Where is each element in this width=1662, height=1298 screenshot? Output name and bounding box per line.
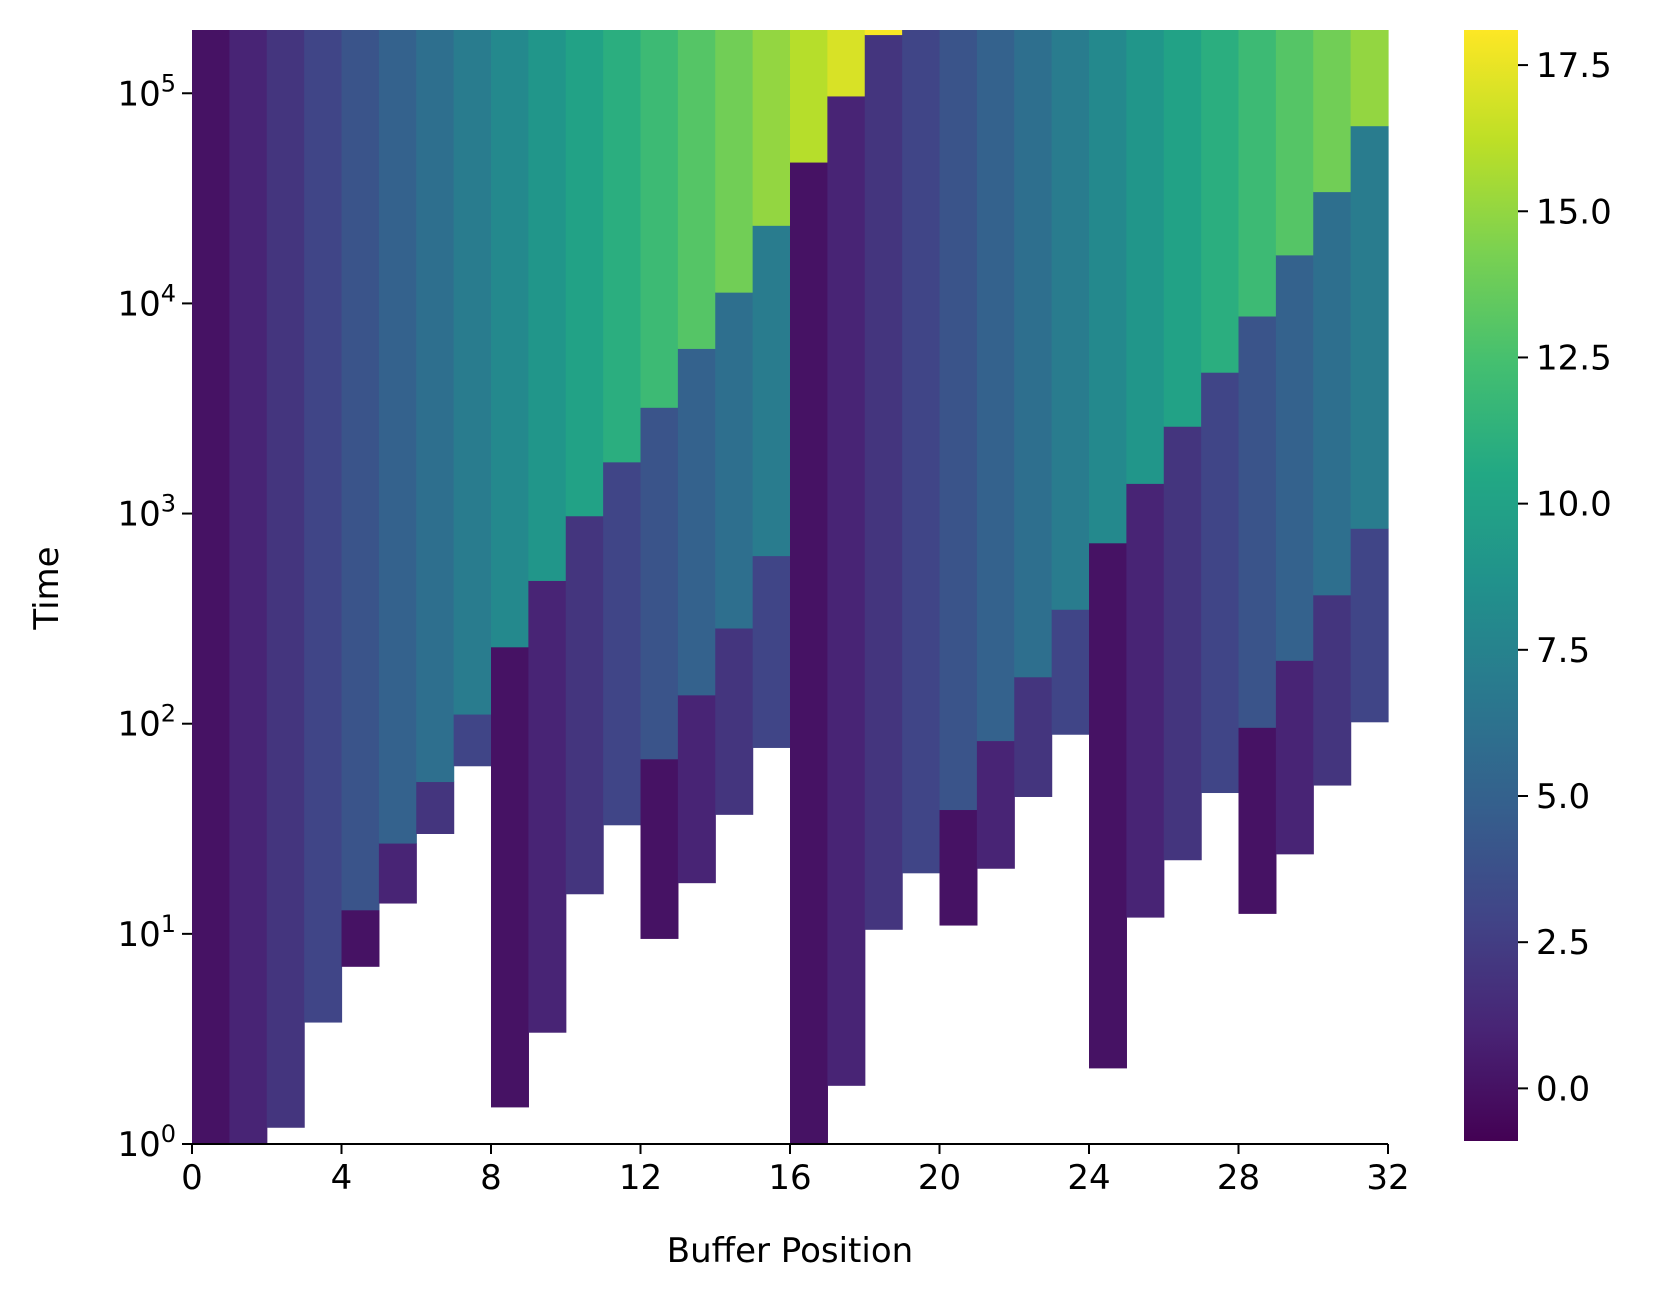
heatmap-cell: [1089, 542, 1127, 1069]
x-axis-label: Buffer Position: [667, 1231, 913, 1271]
heatmap-cell: [378, 843, 417, 904]
colorbar-scale: [1464, 30, 1518, 1141]
heatmap-cell: [640, 30, 679, 408]
colorbar-tick-label: 15.0: [1536, 192, 1612, 232]
heatmap-cell: [790, 162, 828, 1145]
heatmap-cell: [528, 30, 567, 581]
y-axis: 100 101 102 103 104 105: [117, 69, 192, 1165]
heatmap-cell: [1275, 660, 1314, 855]
y-tick-label: 100: [117, 1120, 176, 1165]
heatmap-cell: [416, 30, 455, 783]
y-tick-label: 101: [117, 910, 176, 955]
heatmap-cell: [864, 30, 903, 36]
x-tick-label: 8: [480, 1158, 502, 1198]
x-tick-label: 12: [619, 1158, 662, 1198]
heatmap-cell: [939, 809, 978, 926]
heatmap-cell: [752, 225, 791, 557]
heatmap-cell: [192, 30, 230, 1145]
heatmap-cell: [1126, 30, 1165, 484]
heatmap-cell: [565, 515, 604, 895]
y-tick-label: 104: [117, 279, 176, 324]
x-tick-label: 0: [181, 1158, 203, 1198]
x-tick-label: 16: [768, 1158, 811, 1198]
heatmap-cell: [827, 96, 866, 1086]
colorbar: 0.0 2.5 5.0 7.5 10.0 12.5 15.0 17.5: [1464, 30, 1612, 1141]
heatmap-cell: [416, 781, 455, 834]
heatmap-cell: [603, 461, 642, 826]
y-tick-label: 102: [117, 700, 176, 745]
heatmap-cell: [1014, 676, 1053, 797]
heatmap-cell: [491, 646, 529, 1108]
x-tick-label: 32: [1366, 1158, 1409, 1198]
heatmap-cell: [1089, 30, 1127, 544]
heatmap-cell: [790, 30, 828, 163]
heatmap-cell: [939, 30, 978, 811]
heatmap-cell: [341, 909, 380, 967]
heatmap-cell: [677, 694, 716, 884]
colorbar-tick-label: 12.5: [1536, 338, 1612, 378]
heatmap-cell: [1238, 316, 1277, 728]
heatmap-cell: [640, 758, 679, 939]
heatmap-cell: [1350, 528, 1389, 723]
y-tick-label: 103: [117, 490, 176, 535]
heatmap-cell: [491, 30, 529, 648]
heatmap-cell: [827, 30, 866, 97]
heatmap-cell: [1275, 254, 1314, 661]
heatmap-cell: [1163, 30, 1202, 427]
heatmap-cell: [565, 30, 604, 517]
heatmap-cell: [1163, 426, 1202, 861]
colorbar-tick-label: 5.0: [1536, 777, 1590, 817]
plot-area: [192, 30, 1389, 1145]
heatmap-cell: [453, 30, 492, 715]
heatmap-cell: [640, 407, 679, 760]
heatmap-cell: [677, 348, 716, 696]
heatmap-cell: [229, 30, 268, 1145]
y-tick-label: 105: [117, 69, 176, 114]
heatmap-cell: [603, 30, 642, 463]
heatmap-cell: [1350, 30, 1389, 127]
heatmap-cell: [1313, 30, 1352, 193]
heatmap-cell: [902, 30, 941, 874]
heatmap-cell: [976, 30, 1015, 742]
colorbar-tick-label: 10.0: [1536, 485, 1612, 525]
x-tick-label: 28: [1217, 1158, 1260, 1198]
heatmap-cell: [1238, 727, 1277, 914]
heatmap-cell: [1313, 594, 1352, 786]
heatmap-cell: [1201, 372, 1240, 794]
heatmap-cell: [1014, 30, 1053, 678]
heatmap-cell: [1126, 483, 1165, 918]
x-axis: 0 4 8 12 16 20 24 28 32: [181, 1143, 1410, 1198]
colorbar-tick-label: 2.5: [1536, 923, 1590, 963]
heatmap-cell: [976, 740, 1015, 869]
heatmap-cell: [453, 714, 492, 767]
colorbar-tick-label: 7.5: [1536, 631, 1590, 671]
heatmap-cell: [1051, 609, 1090, 735]
heatmap-cell: [528, 580, 567, 1033]
heatmap-cell: [715, 628, 754, 815]
heatmap-cell: [1201, 30, 1240, 373]
heatmap-cell: [1051, 30, 1090, 610]
x-tick-label: 24: [1067, 1158, 1110, 1198]
heatmap-cell: [1313, 191, 1352, 596]
heatmap-cell: [864, 34, 903, 930]
x-tick-label: 20: [918, 1158, 961, 1198]
y-axis-label: Time: [27, 546, 67, 630]
x-tick-label: 4: [331, 1158, 353, 1198]
heatmap-cell: [1350, 125, 1389, 529]
heatmap-cell: [752, 555, 791, 748]
heatmap-cell: [378, 30, 417, 844]
colorbar-tick-label: 17.5: [1536, 46, 1612, 86]
heatmap-cell: [266, 30, 305, 1128]
heatmap-cell: [304, 30, 343, 1023]
heatmap-cell: [715, 30, 754, 293]
heatmap-cell: [715, 292, 754, 629]
heatmap-cell: [1275, 30, 1314, 256]
heatmap-cell: [677, 30, 716, 349]
heatmap-cell: [1238, 30, 1277, 317]
heatmap-cell: [341, 30, 380, 911]
heatmap-cell: [752, 30, 791, 226]
colorbar-tick-label: 0.0: [1536, 1069, 1590, 1109]
